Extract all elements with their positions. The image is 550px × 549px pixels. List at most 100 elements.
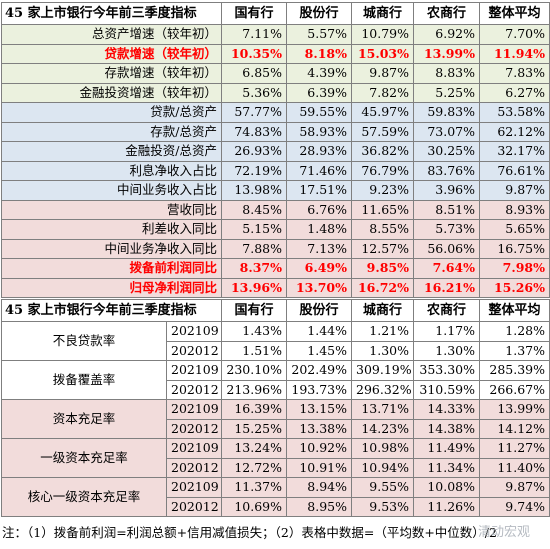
value-cell: 1.44% bbox=[286, 321, 352, 342]
header-cell: 城商行 bbox=[351, 2, 414, 25]
period-cell: 202109 bbox=[166, 477, 222, 498]
value-cell: 15.26% bbox=[479, 277, 550, 298]
value-cell: 57.77% bbox=[221, 102, 287, 123]
value-cell: 1.17% bbox=[413, 321, 480, 342]
row-label: 营收同比 bbox=[1, 199, 222, 220]
value-cell: 5.15% bbox=[221, 219, 287, 240]
value-cell: 8.55% bbox=[351, 219, 414, 240]
value-cell: 202.49% bbox=[286, 360, 352, 381]
value-cell: 8.18% bbox=[286, 43, 352, 64]
period-cell: 202012 bbox=[166, 340, 222, 361]
value-cell: 9.23% bbox=[351, 180, 414, 201]
value-cell: 59.55% bbox=[286, 102, 352, 123]
value-cell: 9.87% bbox=[479, 477, 550, 498]
value-cell: 32.17% bbox=[479, 141, 550, 162]
value-cell: 6.39% bbox=[286, 82, 352, 103]
data-row: 归母净利润同比 13.96% 13.70% 16.72% 16.21% 15.26% bbox=[1, 277, 550, 298]
value-cell: 9.87% bbox=[351, 63, 414, 84]
period-cell: 202012 bbox=[166, 418, 222, 439]
value-cell: 11.34% bbox=[413, 457, 480, 478]
value-cell: 10.91% bbox=[286, 457, 352, 478]
value-cell: 8.95% bbox=[286, 496, 352, 517]
value-cell: 9.53% bbox=[351, 496, 414, 517]
value-cell: 10.69% bbox=[221, 496, 287, 517]
value-cell: 15.25% bbox=[221, 418, 287, 439]
value-cell: 5.25% bbox=[413, 82, 480, 103]
value-cell: 76.61% bbox=[479, 160, 550, 181]
value-cell: 7.11% bbox=[221, 24, 287, 45]
value-cell: 10.94% bbox=[351, 457, 414, 478]
value-cell: 13.15% bbox=[286, 399, 352, 420]
period-cell: 202109 bbox=[166, 360, 222, 381]
header-cell: 45 家上市银行今年前三季度指标 bbox=[1, 299, 222, 322]
value-cell: 11.27% bbox=[479, 438, 550, 459]
value-cell: 13.98% bbox=[221, 180, 287, 201]
watermark: 清动宏观 bbox=[478, 525, 531, 540]
value-cell: 7.13% bbox=[286, 238, 352, 259]
value-cell: 6.27% bbox=[479, 82, 550, 103]
value-cell: 15.03% bbox=[351, 43, 414, 64]
value-cell: 1.30% bbox=[413, 340, 480, 361]
value-cell: 16.39% bbox=[221, 399, 287, 420]
value-cell: 6.92% bbox=[413, 24, 480, 45]
value-cell: 3.96% bbox=[413, 180, 480, 201]
value-cell: 14.38% bbox=[413, 418, 480, 439]
value-cell: 213.96% bbox=[221, 379, 287, 400]
header-cell: 股份行 bbox=[286, 299, 352, 322]
asset-quality-table: 45 家上市银行今年前三季度指标 国有行 股份行 城商行 农商行 整体平均 不良贷款率 202… bbox=[1, 299, 550, 517]
value-cell: 10.79% bbox=[351, 24, 414, 45]
value-cell: 9.55% bbox=[351, 477, 414, 498]
value-cell: 62.12% bbox=[479, 121, 550, 142]
value-cell: 11.49% bbox=[413, 438, 480, 459]
data-row: 利息净收入占比 72.19% 71.46% 76.79% 83.76% 76.61% bbox=[1, 160, 550, 181]
value-cell: 11.26% bbox=[413, 496, 480, 517]
header-cell: 国有行 bbox=[221, 299, 287, 322]
row-label: 拨备前利润同比 bbox=[1, 258, 222, 279]
value-cell: 9.87% bbox=[479, 180, 550, 201]
value-cell: 14.23% bbox=[351, 418, 414, 439]
period-cell: 202109 bbox=[166, 399, 222, 420]
group-label: 一级资本充足率 bbox=[1, 438, 167, 478]
header-row: 45 家上市银行今年前三季度指标 国有行 股份行 城商行 农商行 整体平均 bbox=[1, 2, 550, 25]
value-cell: 5.73% bbox=[413, 219, 480, 240]
data-row: 中间业务净收入同比 7.88% 7.13% 12.57% 56.06% 16.75% bbox=[1, 238, 550, 259]
value-cell: 5.65% bbox=[479, 219, 550, 240]
value-cell: 11.40% bbox=[479, 457, 550, 478]
value-cell: 36.82% bbox=[351, 141, 414, 162]
value-cell: 73.07% bbox=[413, 121, 480, 142]
period-cell: 202012 bbox=[166, 379, 222, 400]
data-row: 金融投资/总资产 26.93% 28.93% 36.82% 30.25% 32.17% bbox=[1, 141, 550, 162]
row-label: 存款增速（较年初） bbox=[1, 63, 222, 84]
value-cell: 5.57% bbox=[286, 24, 352, 45]
value-cell: 11.94% bbox=[479, 43, 550, 64]
row-label: 金融投资/总资产 bbox=[1, 141, 222, 162]
row-label: 中间业务收入占比 bbox=[1, 180, 222, 201]
row-label: 总资产增速（较年初） bbox=[1, 24, 222, 45]
value-cell: 266.67% bbox=[479, 379, 550, 400]
data-row: 总资产增速（较年初） 7.11% 5.57% 10.79% 6.92% 7.70% bbox=[1, 24, 550, 45]
value-cell: 1.30% bbox=[351, 340, 414, 361]
value-cell: 353.30% bbox=[413, 360, 480, 381]
value-cell: 13.96% bbox=[221, 277, 287, 298]
value-cell: 1.45% bbox=[286, 340, 352, 361]
row-label: 利差收入同比 bbox=[1, 219, 222, 240]
value-cell: 7.70% bbox=[479, 24, 550, 45]
value-cell: 71.46% bbox=[286, 160, 352, 181]
value-cell: 13.99% bbox=[413, 43, 480, 64]
value-cell: 76.79% bbox=[351, 160, 414, 181]
value-cell: 8.51% bbox=[413, 199, 480, 220]
value-cell: 285.39% bbox=[479, 360, 550, 381]
data-row: 拨备覆盖率 202109 230.10% 202.49% 309.19% 353.30% 2… bbox=[1, 360, 550, 400]
value-cell: 72.19% bbox=[221, 160, 287, 181]
value-cell: 13.99% bbox=[479, 399, 550, 420]
value-cell: 8.94% bbox=[286, 477, 352, 498]
value-cell: 7.83% bbox=[479, 63, 550, 84]
value-cell: 9.74% bbox=[479, 496, 550, 517]
value-cell: 5.36% bbox=[221, 82, 287, 103]
value-cell: 8.45% bbox=[221, 199, 287, 220]
indicator-table: 45 家上市银行今年前三季度指标 国有行 股份行 城商行 农商行 整体平均 总资产增速（较年… bbox=[1, 2, 550, 298]
data-row: 营收同比 8.45% 6.76% 11.65% 8.51% 8.93% bbox=[1, 199, 550, 220]
value-cell: 6.76% bbox=[286, 199, 352, 220]
data-row: 一级资本充足率 202109 13.24% 10.92% 10.98% 11.49% 11.… bbox=[1, 438, 550, 478]
